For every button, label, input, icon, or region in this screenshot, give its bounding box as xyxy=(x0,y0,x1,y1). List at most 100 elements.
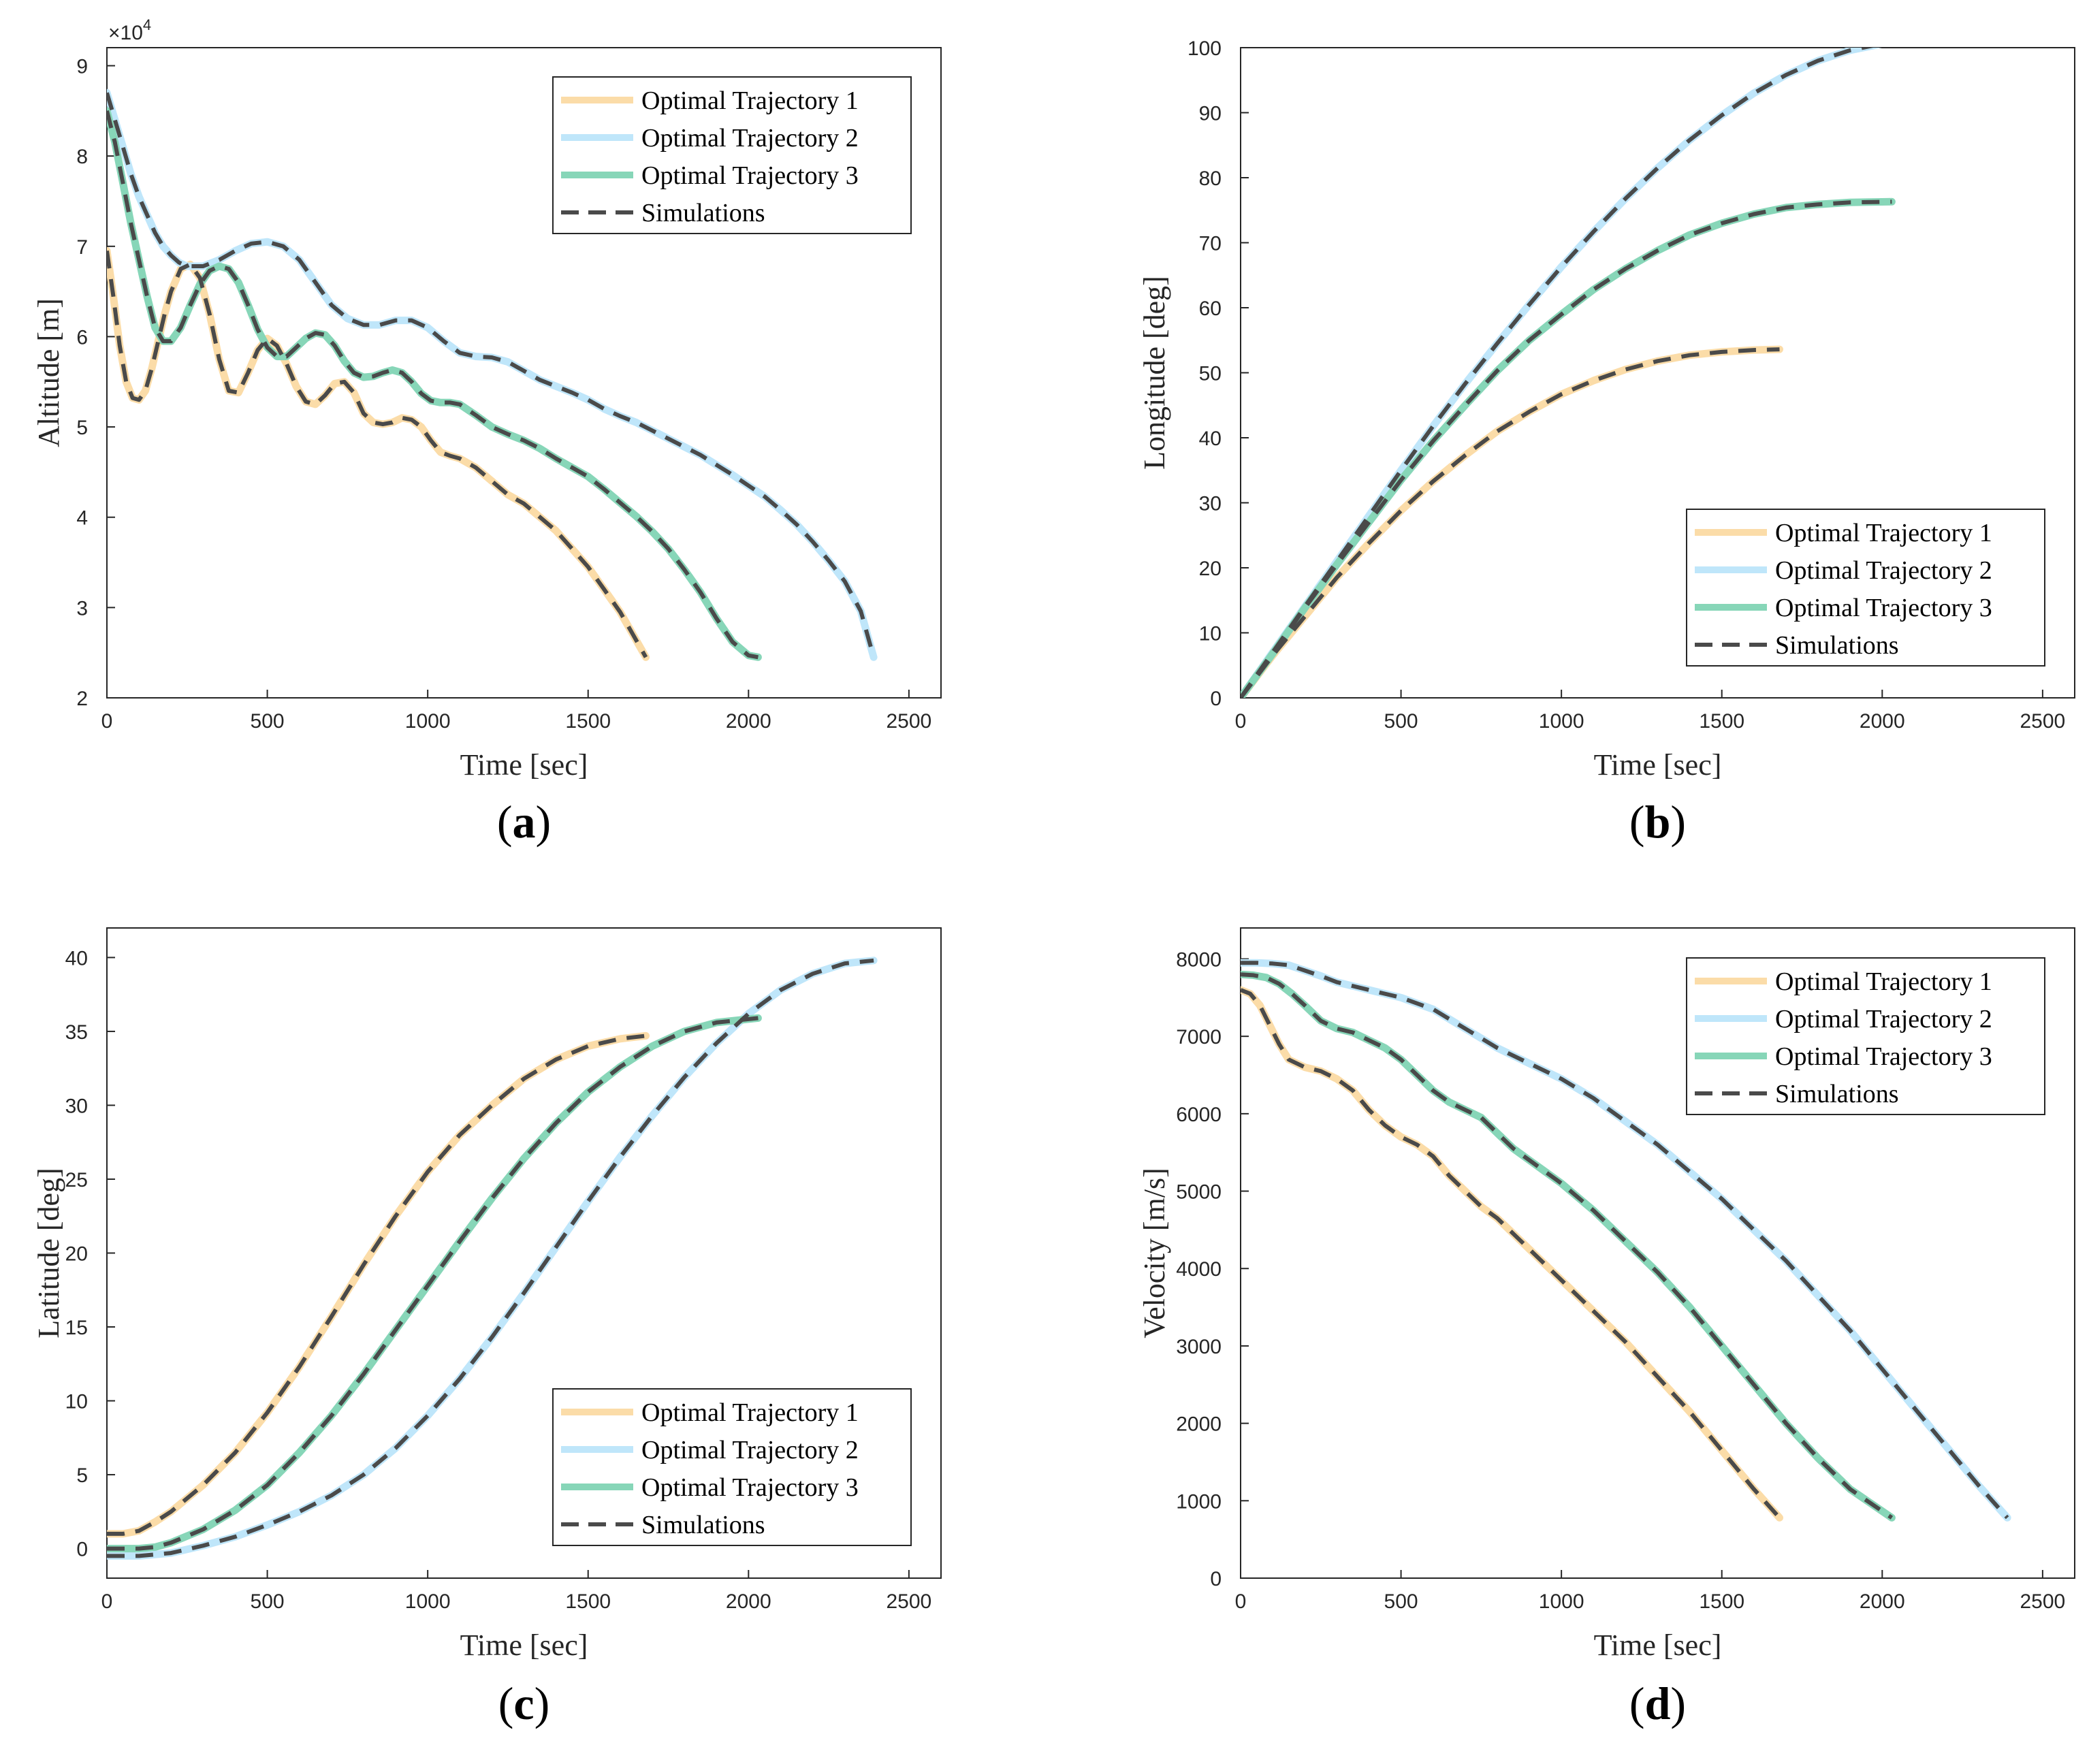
x-tick-label: 0 xyxy=(101,1590,113,1613)
panel-label-letter: c xyxy=(513,1678,534,1729)
panel-label-close: ) xyxy=(1670,1678,1686,1729)
y-tick-label: 90 xyxy=(1199,103,1222,125)
y-tick-label: 8000 xyxy=(1176,948,1222,971)
x-tick-label: 2500 xyxy=(887,710,932,733)
simulation-line-3 xyxy=(107,1016,759,1551)
panel-label-close: ) xyxy=(536,796,552,848)
panel-label-close: ) xyxy=(1670,796,1686,848)
panel-label: (a) xyxy=(497,796,551,848)
legend-entry-label: Optimal Trajectory 1 xyxy=(1775,519,1992,547)
y-tick-label: 35 xyxy=(65,1021,88,1044)
x-tick-label: 500 xyxy=(1384,1590,1418,1613)
y-tick-label: 0 xyxy=(1210,688,1222,710)
legend-entry-label: Optimal Trajectory 3 xyxy=(641,161,859,190)
panel-b: 0 500 1000 1500 2000 2500 0 10 20 30 40 50 60 70 80 90 1… xyxy=(1138,37,2075,848)
x-tick-label: 2500 xyxy=(2020,1590,2066,1613)
y-axis-label: Longitude [deg] xyxy=(1138,276,1171,470)
x-tick-label: 2000 xyxy=(726,710,771,733)
panel-label-open: ( xyxy=(498,1678,514,1729)
legend-entry-label: Optimal Trajectory 1 xyxy=(641,86,859,115)
y-tick-label: 20 xyxy=(1199,558,1222,580)
x-axis-label: Time [sec] xyxy=(460,1629,588,1662)
simulation-line-3 xyxy=(107,110,759,660)
y-tick-label: 6000 xyxy=(1176,1104,1222,1126)
x-tick-label: 2000 xyxy=(1860,710,1905,733)
panel-c: 0 500 1000 1500 2000 2500 0 5 10 15 20 25 30 35 40 Time… xyxy=(32,927,942,1729)
y-tick-label: 5 xyxy=(76,417,88,439)
y-tick-label: 9 xyxy=(76,56,88,78)
y-tick-label: 10 xyxy=(1199,623,1222,645)
legend-entry-label: Simulations xyxy=(641,199,765,227)
exponent-base: ×10 xyxy=(108,22,143,44)
legend-entry-label: Simulations xyxy=(1775,631,1899,660)
y-tick-label: 25 xyxy=(65,1169,88,1191)
legend: Optimal Trajectory 1 Optimal Trajectory 2… xyxy=(552,76,912,234)
legend-entry-label: Optimal Trajectory 3 xyxy=(641,1473,859,1502)
x-tick-label: 1500 xyxy=(565,1590,611,1613)
x-axis-label: Time [sec] xyxy=(460,748,588,782)
y-axis-label: Latitude [deg] xyxy=(32,1168,65,1338)
x-tick-label: 0 xyxy=(1235,710,1247,733)
series-line-trajectory-1 xyxy=(1241,986,1783,1522)
y-tick-label: 5000 xyxy=(1176,1181,1222,1204)
x-tick-label: 1000 xyxy=(1539,1590,1584,1613)
x-axis-label: Time [sec] xyxy=(1594,748,1722,782)
legend-entry-label: Optimal Trajectory 2 xyxy=(1775,1005,1992,1033)
legend-entry-label: Simulations xyxy=(641,1511,765,1539)
legend-entry-label: Optimal Trajectory 3 xyxy=(1775,1042,1992,1071)
x-tick-label: 1000 xyxy=(1539,710,1584,733)
exponent-power: 4 xyxy=(143,16,151,33)
x-tick-label: 2000 xyxy=(726,1590,771,1613)
legend: Optimal Trajectory 1 Optimal Trajectory 2… xyxy=(552,1388,912,1546)
y-tick-label: 70 xyxy=(1199,233,1222,255)
simulation-line-2 xyxy=(107,92,876,658)
simulation-line-1 xyxy=(107,1033,646,1536)
y-tick-label: 10 xyxy=(65,1391,88,1413)
y-tick-label: 4 xyxy=(76,507,88,530)
panel-label-close: ) xyxy=(535,1678,550,1729)
simulation-line-2 xyxy=(1241,48,1874,698)
panel-label-letter: a xyxy=(513,796,536,848)
y-tick-label: 0 xyxy=(76,1539,88,1561)
y-tick-label: 60 xyxy=(1199,298,1222,320)
simulation-line-3 xyxy=(1241,199,1892,698)
y-tick-label: 20 xyxy=(65,1243,88,1266)
x-tick-label: 0 xyxy=(1235,1590,1247,1613)
y-tick-label: 4000 xyxy=(1176,1258,1222,1281)
y-tick-label: 3000 xyxy=(1176,1336,1222,1358)
legend-entry-label: Optimal Trajectory 3 xyxy=(1775,594,1992,622)
legend-entry-label: Optimal Trajectory 2 xyxy=(1775,556,1992,585)
y-tick-label: 80 xyxy=(1199,167,1222,190)
panel-label: (b) xyxy=(1629,796,1686,848)
y-tick-label: 8 xyxy=(76,146,88,168)
legend-entry-label: Simulations xyxy=(1775,1080,1899,1108)
y-axis-label: Altitude [m] xyxy=(32,298,65,447)
y-tick-label: 1000 xyxy=(1176,1490,1222,1513)
x-tick-label: 1000 xyxy=(405,710,451,733)
y-tick-label: 7000 xyxy=(1176,1026,1222,1048)
x-tick-label: 0 xyxy=(101,710,113,733)
y-tick-label: 50 xyxy=(1199,363,1222,385)
panel-label-open: ( xyxy=(1629,1678,1645,1729)
simulation-line-1 xyxy=(1241,347,1780,698)
simulation-line-3 xyxy=(1241,972,1894,1520)
x-tick-label: 2000 xyxy=(1860,1590,1905,1613)
panel-label-letter: b xyxy=(1645,796,1671,848)
legend: Optimal Trajectory 1 Optimal Trajectory 2… xyxy=(1686,509,2045,667)
x-tick-label: 500 xyxy=(251,1590,285,1613)
y-tick-label: 100 xyxy=(1187,37,1222,60)
legend-entry-label: Optimal Trajectory 2 xyxy=(641,124,859,153)
x-axis-label: Time [sec] xyxy=(1594,1629,1722,1662)
legend-entry-label: Optimal Trajectory 1 xyxy=(641,1398,859,1427)
y-tick-label: 7 xyxy=(76,236,88,259)
panel-label-open: ( xyxy=(1629,796,1645,848)
y-tick-label: 2 xyxy=(76,688,88,710)
y-tick-label: 5 xyxy=(76,1464,88,1487)
legend: Optimal Trajectory 1 Optimal Trajectory 2… xyxy=(1686,957,2045,1115)
y-axis-label: Velocity [m/s] xyxy=(1138,1168,1171,1338)
y-tick-label: 40 xyxy=(1199,428,1222,450)
panel-label: (d) xyxy=(1629,1678,1686,1729)
y-tick-label: 15 xyxy=(65,1317,88,1339)
panel-d: 0 500 1000 1500 2000 2500 0 1000 2000 3000 4000 500… xyxy=(1138,927,2075,1729)
